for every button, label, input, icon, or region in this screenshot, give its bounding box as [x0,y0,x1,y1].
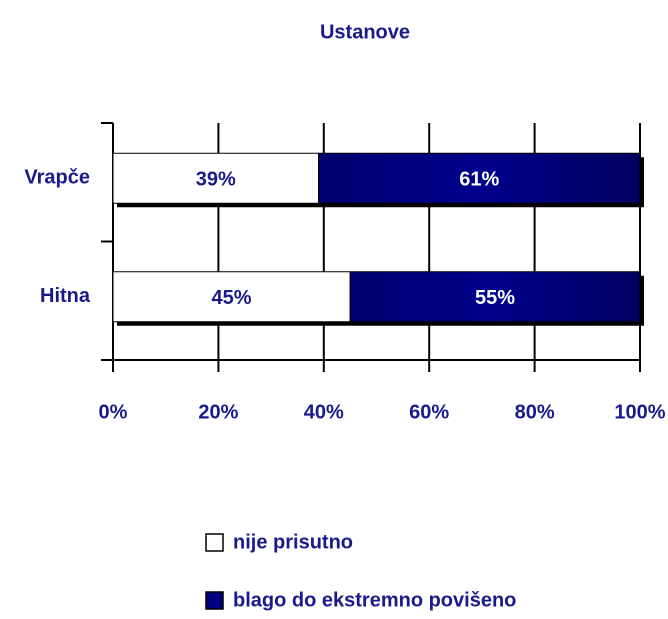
x-tick-label: 80% [515,401,555,423]
x-tick-label: 20% [198,401,238,423]
y-tick-label: Hitna [40,285,91,307]
y-tick-label: Vrapče [24,167,90,189]
bar-segment [318,152,641,204]
value-label: 39% [196,169,236,191]
legend-swatch [205,591,224,610]
bar-segment [112,271,351,323]
value-label: 55% [475,287,515,309]
x-tick-label: 0% [99,401,128,423]
value-label: 45% [212,287,252,309]
bar-segment [349,271,641,323]
chart-title: Ustanove [320,21,410,43]
x-tick-label: 100% [614,401,665,423]
legend-label: blago do ekstremno povišeno [233,589,516,611]
legend-label: nije prisutno [233,531,353,553]
legend-swatch [205,533,224,552]
x-tick-label: 40% [304,401,344,423]
x-tick-label: 60% [409,401,449,423]
value-label: 61% [459,169,499,191]
bar-segment [112,152,320,204]
